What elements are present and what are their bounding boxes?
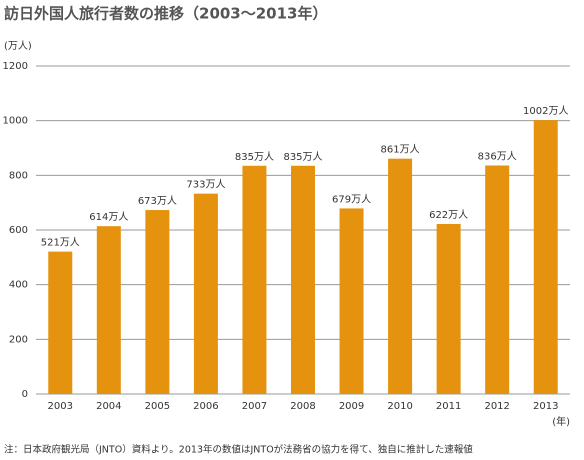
x-tick-label: 2004 [96,401,121,412]
bar [436,223,461,394]
x-tick-label: 2009 [339,401,364,412]
y-tick-label: 600 [9,225,28,236]
y-tick-label: 1200 [3,61,28,72]
x-tick-label: 2010 [387,401,412,412]
value-label: 679万人 [332,193,371,205]
bar [193,193,218,394]
value-label: 836万人 [478,150,517,162]
x-tick-label: 2012 [484,401,509,412]
bar [339,208,364,394]
bar [485,165,510,394]
value-label: 614万人 [89,211,128,223]
x-axis-label: (年) [552,415,570,428]
x-tick-label: 2008 [290,401,315,412]
value-label: 1002万人 [523,105,568,117]
bar [242,165,267,394]
bar [48,251,73,394]
y-axis-label: (万人) [4,40,32,52]
x-tick-label: 2005 [145,401,170,412]
bar [145,210,170,394]
bar [291,165,315,394]
value-label: 835万人 [283,151,322,163]
x-tick-label: 2007 [242,401,267,412]
y-tick-label: 0 [22,389,28,400]
x-tick-label: 2003 [48,401,73,412]
value-label: 673万人 [138,195,177,207]
value-label: 861万人 [381,144,420,156]
chart-title: 訪日外国人旅行者数の推移（2003〜2013年） [4,5,328,23]
value-label: 622万人 [429,209,468,221]
y-tick-label: 800 [9,170,28,181]
bar [96,226,121,394]
x-tick-label: 2006 [193,401,218,412]
value-label: 521万人 [41,237,80,249]
x-tick-label: 2011 [436,401,461,412]
bar [533,120,558,395]
note: 注：日本政府観光局（JNTO）資料より。2013年の数値はJNTOが法務省の協力… [4,444,473,456]
x-tick-label: 2013 [533,401,558,412]
y-tick-label: 1000 [3,116,28,127]
y-tick-label: 200 [9,334,28,345]
value-label: 733万人 [186,179,225,191]
y-tick-label: 400 [9,280,28,291]
value-label: 835万人 [235,151,274,163]
bar [388,158,413,394]
